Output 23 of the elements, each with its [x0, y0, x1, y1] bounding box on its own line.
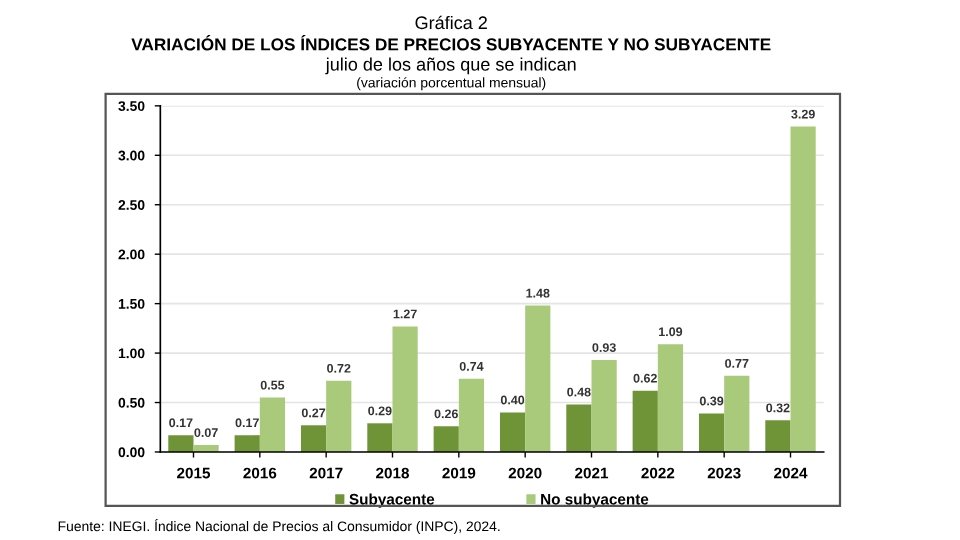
bar: [458, 378, 485, 452]
bar: [632, 390, 658, 452]
bar: [790, 126, 816, 452]
bar: [392, 326, 418, 452]
bar: [367, 423, 393, 452]
bar: [234, 435, 260, 452]
bar: [499, 412, 526, 452]
bar: [326, 380, 352, 452]
bar: [525, 305, 551, 452]
bar: [657, 344, 684, 452]
chart-title: VARIACIÓN DE LOS ÍNDICES DE PRECIOS SUBYACENTE Y NO SUBYACENTE: [131, 35, 771, 51]
bar: [698, 413, 725, 452]
bar: [300, 425, 327, 452]
bar: [591, 360, 617, 452]
bar: [566, 404, 592, 452]
bar: [433, 426, 459, 452]
bar: [168, 435, 194, 452]
bar: [724, 375, 750, 452]
bar: [193, 445, 219, 452]
bar: [765, 420, 791, 452]
chart-subtitle: julio de los años que se indican: [325, 57, 576, 75]
text: Gráfica 2: [415, 15, 487, 30]
bar: [259, 397, 286, 452]
